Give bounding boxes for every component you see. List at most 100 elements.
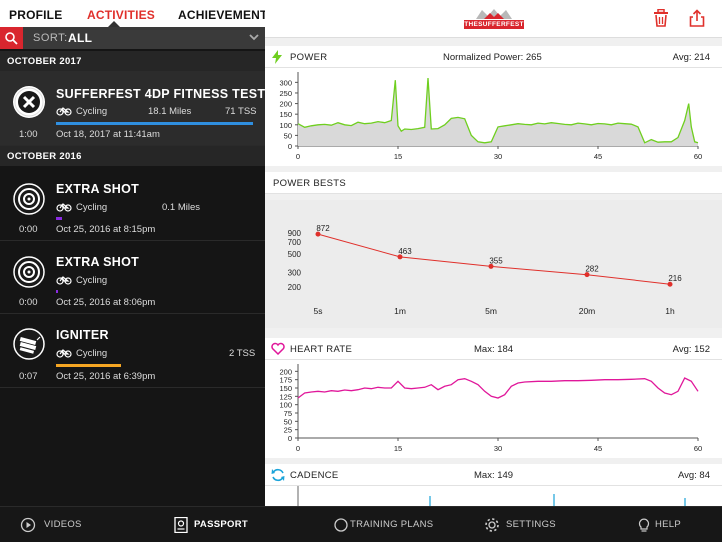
x-tick-label: 15: [394, 152, 402, 161]
target-icon: [13, 256, 45, 288]
share-icon[interactable]: [689, 9, 705, 27]
activity-item[interactable]: IGNITER Cycling 2 TSS 0:07 Oct 25, 2016 …: [0, 314, 265, 388]
nav-training-plans[interactable]: TRAINING PLANS: [334, 517, 444, 533]
trash-icon[interactable]: [653, 9, 669, 27]
activity-sport: Cycling: [76, 106, 108, 117]
activity-date: Oct 25, 2016 at 6:39pm: [56, 371, 156, 382]
y-tick-label: 75: [284, 409, 292, 418]
heart-rate-header: HEART RATE Max: 184 Avg: 152: [265, 338, 722, 360]
y-tick-label: 200: [279, 367, 292, 376]
x-tick-label: 0: [296, 152, 300, 161]
y-tick-label: 300: [288, 268, 302, 277]
detail-topbar: THESUFFERFEST: [265, 0, 722, 38]
tab-activities[interactable]: ACTIVITIES: [87, 8, 156, 22]
target-icon: [13, 183, 45, 215]
x-logo-icon: [13, 86, 45, 118]
heart-rate-title: HEART RATE: [290, 344, 353, 355]
sufferfest-logo: THESUFFERFEST: [464, 8, 524, 30]
activity-duration: 0:07: [19, 371, 38, 382]
data-point: [584, 272, 590, 278]
x-tick-label: 5m: [485, 306, 497, 316]
activities-panel: PROFILE ACTIVITIES ACHIEVEMENTS SORT: AL…: [0, 0, 279, 506]
active-tab-caret: [108, 21, 120, 27]
nav-settings[interactable]: SETTINGS: [484, 517, 564, 533]
lightning-icon: [272, 50, 282, 64]
activity-item[interactable]: EXTRA SHOT Cycling 0:00 Oct 25, 2016 at …: [0, 241, 265, 314]
search-button[interactable]: [0, 27, 23, 49]
cadence-chart-svg: [297, 486, 686, 506]
power-chart: 0 50 100 150 200 250 300 0 15 30 45 60: [265, 68, 722, 166]
nav-videos[interactable]: VIDEOS: [20, 517, 110, 533]
activity-item[interactable]: EXTRA SHOT Cycling 0.1 Miles 0:00 Oct 25…: [0, 168, 265, 241]
data-label: 282: [585, 265, 599, 274]
data-label: 355: [489, 256, 503, 265]
activity-tss-bar: [56, 290, 58, 293]
activity-title: EXTRA SHOT: [56, 182, 140, 196]
nav-passport[interactable]: PASSPORT: [174, 516, 264, 534]
y-tick-label: 150: [279, 384, 292, 393]
activity-item[interactable]: SUFFERFEST 4DP FITNESS TEST:... Cycling …: [0, 71, 279, 146]
y-tick-label: 700: [288, 238, 302, 247]
power-bests-title: POWER BESTS: [273, 178, 346, 189]
x-tick-label: 45: [594, 444, 602, 453]
section-label: OCTOBER 2017: [7, 56, 82, 67]
chevron-down-icon[interactable]: [248, 31, 260, 43]
cadence-avg: Avg: 84: [677, 470, 710, 481]
sort-value[interactable]: ALL: [68, 31, 93, 45]
bottom-navigation: VIDEOS PASSPORT TRAINING PLANS SETTINGS …: [0, 506, 722, 542]
y-tick-label: 250: [279, 89, 292, 98]
activity-sport: Cycling: [76, 202, 108, 213]
nav-label: VIDEOS: [44, 519, 82, 530]
y-tick-label: 175: [279, 376, 292, 385]
heart-rate-max: Max: 184: [474, 344, 514, 355]
activity-distance: 0.1 Miles: [162, 202, 201, 213]
activity-date: Oct 25, 2016 at 8:15pm: [56, 224, 156, 235]
heart-icon: [271, 342, 285, 355]
y-tick-label: 200: [288, 283, 302, 292]
activity-duration: 0:00: [19, 224, 38, 235]
activity-date: Oct 25, 2016 at 8:06pm: [56, 297, 156, 308]
x-tick-label: 15: [394, 444, 402, 453]
power-header: POWER Normalized Power: 265 Avg: 214: [265, 46, 722, 68]
cadence-cycle-icon: [271, 468, 285, 482]
x-tick-label: 1h: [665, 306, 675, 316]
heart-rate-chart: 0 25 50 75 100 125 150 175 200 0 15 30 45 60: [265, 360, 722, 458]
activity-duration: 0:00: [19, 297, 38, 308]
activity-tss: 2 TSS: [229, 348, 256, 359]
x-tick-label: 30: [494, 152, 502, 161]
power-title: POWER: [290, 52, 328, 63]
activity-title: SUFFERFEST 4DP FITNESS TEST:...: [56, 87, 280, 101]
activity-detail-panel: THESUFFERFEST POWER Normalized Power: 26…: [265, 0, 722, 506]
gear-icon: [485, 518, 499, 532]
nav-help[interactable]: HELP: [638, 517, 698, 533]
power-bests-header: POWER BESTS: [265, 172, 722, 194]
x-tick-label: 1m: [394, 306, 406, 316]
activity-sport: Cycling: [76, 275, 108, 286]
activity-sport: Cycling: [76, 348, 108, 359]
series-line: [297, 377, 699, 399]
tab-achievements[interactable]: ACHIEVEMENTS: [178, 8, 276, 22]
sort-bar[interactable]: SORT: ALL: [0, 27, 265, 49]
x-tick-label: 60: [694, 444, 702, 453]
tab-profile[interactable]: PROFILE: [9, 8, 63, 22]
activity-date: Oct 18, 2017 at 11:41am: [56, 129, 160, 140]
activity-tss-bar: [56, 122, 253, 125]
bicycle-icon: [56, 203, 72, 212]
y-tick-label: 300: [279, 78, 292, 87]
logo-text: THESUFFERFEST: [464, 20, 524, 29]
activity-distance: 18.1 Miles: [148, 106, 192, 117]
series-line: [297, 78, 699, 144]
nav-label: PASSPORT: [194, 519, 248, 530]
y-tick-label: 50: [284, 417, 292, 426]
nav-label: SETTINGS: [506, 519, 556, 530]
lightbulb-icon: [638, 518, 650, 532]
search-icon: [5, 32, 18, 45]
series-area: [298, 78, 698, 146]
nav-label: HELP: [655, 519, 682, 530]
y-tick-label: 0: [288, 142, 292, 151]
nav-label: TRAINING PLANS: [350, 519, 434, 530]
data-point: [315, 231, 321, 237]
